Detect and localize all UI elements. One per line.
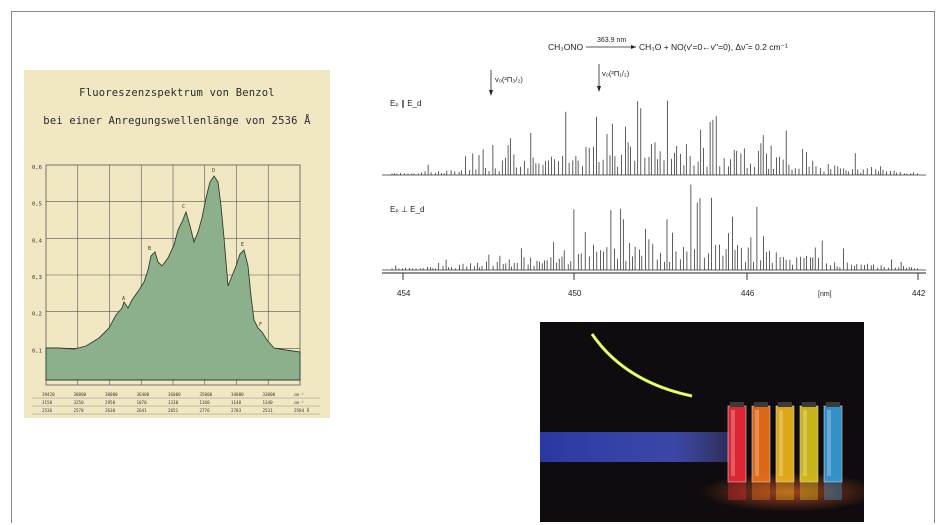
cuvette (727, 405, 747, 483)
benzol-table-cell: 36000 (168, 392, 181, 397)
benzol-table-cell: 1160 (200, 400, 211, 405)
benzol-table-cell: 2630 (105, 408, 116, 413)
benzol-table-cell: 36400 (137, 392, 150, 397)
tick-label-446: 446 (741, 289, 755, 298)
benzol-peak-label: C (182, 204, 185, 210)
cuvette-cap (778, 402, 792, 407)
marker-pi12-label: v₀(²Π₁/₂) (602, 69, 630, 78)
tick-label-454: 454 (397, 289, 411, 298)
trace-parallel (382, 100, 926, 176)
benzol-y-tick-label: 0,1 (32, 348, 42, 354)
benzol-peak-label: B (148, 246, 151, 252)
marker-pi12-head (597, 86, 601, 92)
benzol-y-tick-label: 0,4 (32, 238, 43, 244)
cuvette (799, 405, 819, 483)
benzol-table-cell: 2776 (200, 408, 211, 413)
benzol-table-cell: 2584 Å (294, 408, 310, 413)
uv-light-beam (540, 432, 730, 462)
cuvette-reflection (752, 482, 770, 500)
trace1-label: Eₚ ∥ E_d (390, 99, 421, 108)
reaction-arrowhead (631, 45, 636, 49)
cuvette-reflection (800, 482, 818, 500)
cuvette-highlight (827, 410, 831, 476)
benzol-spectrum-area (45, 175, 301, 381)
fluorescence-photo (540, 322, 864, 522)
benzol-table-cell: 1340 (263, 400, 274, 405)
fiber-highlight (591, 333, 693, 397)
no-spectra-figure: CH₃ONO 363.9 nm CH₃O + NO(v'=0←v''=0), Δ… (382, 37, 926, 298)
benzol-table-cell: cm⁻¹ (294, 400, 304, 405)
cuvette-reflection (824, 482, 842, 500)
benzol-table-cell: cm⁻¹ (294, 392, 304, 397)
marker-pi32-head (489, 90, 493, 96)
cuvette-cap (802, 402, 816, 407)
benzol-table-cell: 1330 (168, 400, 179, 405)
benzol-table-cell: 2536 (42, 408, 53, 413)
benzol-plot: 0,6 0,5 0,4 0,3 0,2 0,1 A B C D E F 39420 38800 3800… (32, 164, 320, 415)
benzol-title-line2: bei einer Anregungswellenlänge von 2536 … (43, 115, 311, 127)
cuvette-row (727, 402, 843, 500)
benzol-table-cell: 33000 (263, 392, 276, 397)
benzol-y-ticks: 0,6 0,5 0,4 0,3 0,2 0,1 (32, 165, 43, 354)
cuvette-cap (730, 402, 744, 407)
cuvette-highlight (755, 410, 759, 476)
benzol-table-cell: 2783 (231, 408, 242, 413)
cuvette-highlight (731, 410, 735, 476)
marker-pi32-label: v₀(²Π₃/₂) (495, 75, 523, 84)
benzol-peak-label: E (241, 242, 244, 248)
benzol-y-tick-label: 0,5 (32, 202, 42, 208)
benzol-table-cell: 2578 (74, 408, 85, 413)
benzol-peak-label: F (259, 322, 262, 328)
cuvette (775, 405, 795, 483)
tick-label-442: 442 (912, 289, 926, 298)
cuvette (751, 405, 771, 483)
cuvette-highlight (803, 410, 807, 476)
benzol-table-cell: 2950 (105, 400, 116, 405)
reaction-right: CH₃O + NO(v'=0←v''=0), Δν̃ = 0.2 cm⁻¹ (639, 42, 788, 52)
benzol-table-cell: 35000 (200, 392, 213, 397)
trace2-label: Eₚ ⊥ E_d (390, 205, 424, 214)
benzol-peak-labels: A B C D E F (122, 168, 262, 328)
benzol-y-tick-label: 0,6 (32, 165, 42, 171)
axis-unit: [nm] (818, 291, 832, 298)
benzol-peak-label: A (122, 296, 125, 302)
benzol-table-cell: 3150 (42, 400, 53, 405)
reaction-arrow-label: 363.9 nm (597, 37, 626, 44)
photo-svg (540, 322, 864, 522)
cuvette-highlight (779, 410, 783, 476)
tick-label-450: 450 (568, 289, 582, 298)
cuvette-cap (826, 402, 840, 407)
benzol-table-cell: 39420 (42, 392, 55, 397)
benzol-table-cell: 1070 (137, 400, 148, 405)
cuvette-cap (754, 402, 768, 407)
trace-perpendicular (382, 184, 926, 271)
reaction-left: CH₃ONO (548, 42, 583, 52)
benzol-table-cell: 34000 (231, 392, 244, 397)
benzol-table-cell: 38000 (105, 392, 118, 397)
benzol-table-cell: 3250 (74, 400, 85, 405)
benzol-table-cell: 2651 (168, 408, 179, 413)
benzol-y-tick-label: 0,3 (32, 275, 42, 281)
benzol-table-cell: 38800 (74, 392, 87, 397)
benzol-title-line1: Fluoreszenzspektrum von Benzol (79, 87, 275, 99)
benzol-spectrum-card: Fluoreszenzspektrum von Benzol bei einer… (24, 70, 330, 418)
benzol-bottom-table: 39420 38800 38000 36400 36000 35000 34000 33000… (32, 392, 320, 415)
benzol-table-cell: 2641 (137, 408, 148, 413)
benzol-table-cell: 1140 (231, 400, 242, 405)
cuvette-reflection (728, 482, 746, 500)
cuvette-reflection (776, 482, 794, 500)
benzol-table-cell: 2531 (263, 408, 274, 413)
benzol-y-tick-label: 0,2 (32, 312, 42, 318)
benzol-peak-label: D (212, 168, 215, 174)
cuvette (823, 405, 843, 483)
